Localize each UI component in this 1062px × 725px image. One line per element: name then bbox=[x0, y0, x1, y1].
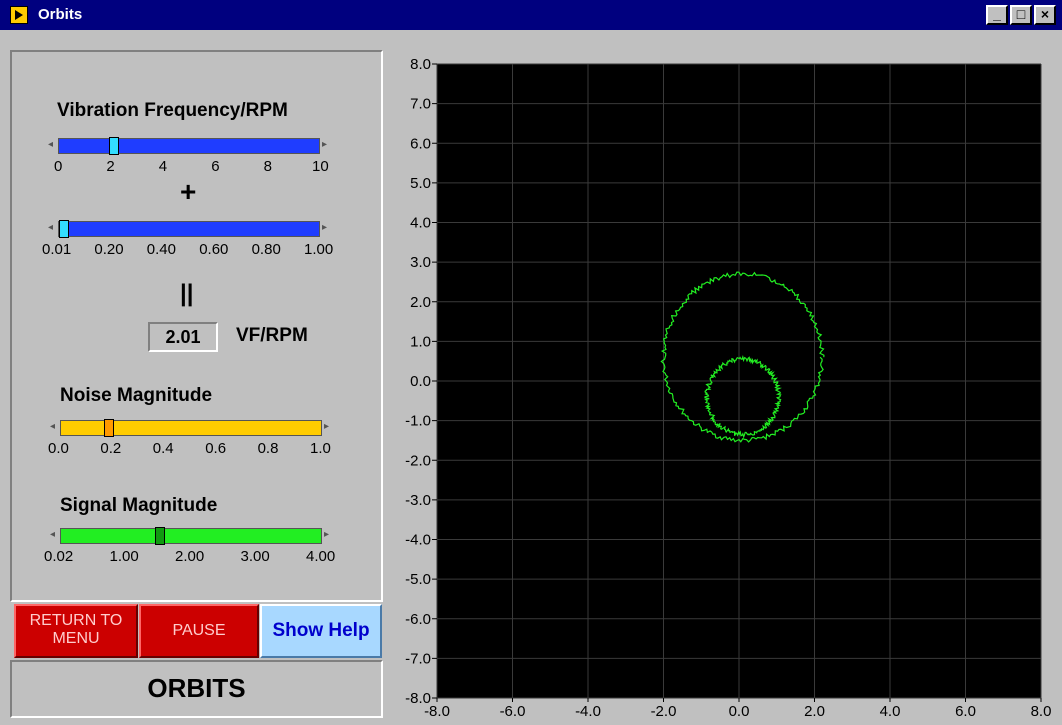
vf-fine-slider[interactable]: ◂ ▸ 0.01 0.20 0.40 0.60 0.80 1.00 bbox=[42, 220, 333, 265]
pause-button[interactable]: PAUSE bbox=[139, 604, 259, 658]
noise-slider[interactable]: ◂ ▸ 0.0 0.2 0.4 0.6 0.8 1.0 bbox=[48, 419, 331, 464]
maximize-button[interactable]: □ bbox=[1010, 5, 1032, 25]
x-tick-label: -4.0 bbox=[575, 703, 601, 720]
y-tick-label: 8.0 bbox=[410, 56, 431, 73]
vf-fine-tick-label: 0.01 bbox=[42, 241, 72, 258]
y-tick-label: -7.0 bbox=[405, 650, 431, 667]
noise-tick-label: 0.0 bbox=[48, 440, 69, 457]
control-panel bbox=[10, 50, 383, 602]
signal-tick-label: 1.00 bbox=[109, 548, 139, 565]
y-tick-label: -6.0 bbox=[405, 611, 431, 628]
y-tick-label: -1.0 bbox=[405, 413, 431, 430]
signal-tick-label: 2.00 bbox=[175, 548, 205, 565]
y-tick-label: -8.0 bbox=[405, 690, 431, 707]
vf-coarse-tick-label: 6 bbox=[211, 158, 220, 175]
equals-sign: || bbox=[180, 280, 194, 307]
y-tick-label: -5.0 bbox=[405, 571, 431, 588]
noise-track[interactable] bbox=[60, 419, 322, 437]
minimize-button[interactable]: _ bbox=[986, 5, 1008, 25]
vf-coarse-tick-label: 0 bbox=[54, 158, 63, 175]
signal-increment-icon[interactable]: ▸ bbox=[324, 529, 330, 540]
vf-coarse-tick-label: 4 bbox=[158, 158, 168, 175]
signal-label: Signal Magnitude bbox=[60, 495, 218, 516]
signal-tick-label: 4.00 bbox=[306, 548, 336, 565]
app-icon bbox=[10, 6, 28, 24]
noise-tick-label: 0.2 bbox=[100, 440, 122, 457]
vf-fine-tick-label: 0.20 bbox=[94, 241, 124, 258]
y-tick-label: 7.0 bbox=[410, 96, 431, 113]
x-tick-label: 6.0 bbox=[955, 703, 976, 720]
vf-coarse-tick-label: 10 bbox=[312, 158, 329, 175]
close-button[interactable]: × bbox=[1034, 5, 1056, 25]
noise-tick-label: 0.4 bbox=[152, 440, 174, 457]
y-tick-label: -4.0 bbox=[405, 532, 431, 549]
x-tick-label: -2.0 bbox=[651, 703, 677, 720]
y-tick-label: 3.0 bbox=[410, 254, 431, 271]
vf-coarse-increment-icon[interactable]: ▸ bbox=[322, 139, 328, 150]
vf-fine-tick-label: 0.80 bbox=[251, 241, 281, 258]
mode-status: ORBITS bbox=[10, 660, 383, 718]
y-tick-label: -3.0 bbox=[405, 492, 431, 509]
vf-coarse-tick-label: 8 bbox=[263, 158, 272, 175]
vf-coarse-track[interactable] bbox=[58, 137, 320, 155]
noise-tick-label: 1.0 bbox=[310, 440, 331, 457]
vf-fine-tick-label: 0.60 bbox=[199, 241, 229, 258]
vf-coarse-decrement-icon[interactable]: ◂ bbox=[48, 139, 54, 150]
vf-coarse-tick-label: 2 bbox=[106, 158, 115, 175]
vf-fine-track[interactable] bbox=[58, 220, 320, 238]
inner-orbit-trace bbox=[704, 355, 782, 439]
x-tick-label: -6.0 bbox=[500, 703, 526, 720]
vf-label: Vibration Frequency/RPM bbox=[57, 100, 288, 121]
vf-fine-thumb[interactable] bbox=[59, 220, 69, 238]
noise-label: Noise Magnitude bbox=[60, 385, 213, 406]
x-tick-label: -8.0 bbox=[424, 703, 450, 720]
y-tick-label: 2.0 bbox=[410, 294, 431, 311]
signal-decrement-icon[interactable]: ◂ bbox=[50, 529, 56, 540]
noise-increment-icon[interactable]: ▸ bbox=[324, 421, 330, 432]
signal-tick-label: 0.02 bbox=[44, 548, 74, 565]
y-tick-label: 1.0 bbox=[410, 333, 431, 350]
orbit-plot: 8.0 7.0 6.0 5.0 4.0 3.0 2.0 1.0 0.0 -1.0 -2.0 -3.0 -… bbox=[405, 56, 1052, 720]
noise-thumb[interactable] bbox=[103, 419, 114, 437]
plus-sign: + bbox=[180, 176, 197, 207]
vf-fine-tick-label: 0.40 bbox=[146, 241, 176, 258]
vf-coarse-thumb[interactable] bbox=[109, 137, 120, 155]
vf-fine-increment-icon[interactable]: ▸ bbox=[322, 222, 328, 233]
signal-track[interactable] bbox=[60, 527, 322, 545]
y-tick-label: 0.0 bbox=[410, 373, 431, 390]
window-title: Orbits bbox=[38, 6, 83, 23]
noise-decrement-icon[interactable]: ◂ bbox=[50, 421, 56, 432]
y-tick-label: 5.0 bbox=[410, 175, 431, 192]
title-bar: Orbits _ □ × bbox=[0, 0, 1062, 30]
outer-orbit-trace bbox=[660, 271, 825, 443]
signal-thumb[interactable] bbox=[154, 527, 165, 545]
vf-rpm-indicator: 2.01 bbox=[148, 322, 218, 352]
y-tick-label: 4.0 bbox=[410, 215, 431, 232]
x-tick-label: 4.0 bbox=[880, 703, 901, 720]
return-to-menu-button[interactable]: RETURN TO MENU bbox=[14, 604, 138, 658]
y-tick-label: 6.0 bbox=[410, 135, 431, 152]
x-tick-label: 0.0 bbox=[729, 703, 750, 720]
x-tick-label: 2.0 bbox=[804, 703, 825, 720]
noise-tick-label: 0.8 bbox=[257, 440, 279, 457]
vf-coarse-slider[interactable]: ◂ ▸ 0 2 4 6 8 10 bbox=[48, 137, 329, 182]
vf-rpm-unit: VF/RPM bbox=[236, 325, 308, 346]
signal-tick-label: 3.00 bbox=[240, 548, 270, 565]
noise-tick-label: 0.6 bbox=[205, 440, 227, 457]
show-help-button[interactable]: Show Help bbox=[260, 604, 382, 658]
x-tick-label: 8.0 bbox=[1031, 703, 1052, 720]
y-tick-label: -2.0 bbox=[405, 452, 431, 469]
vf-fine-decrement-icon[interactable]: ◂ bbox=[48, 222, 54, 233]
signal-slider[interactable]: ◂ ▸ 0.02 1.00 2.00 3.00 4.00 bbox=[44, 527, 335, 572]
vf-fine-tick-label: 1.00 bbox=[304, 241, 334, 258]
